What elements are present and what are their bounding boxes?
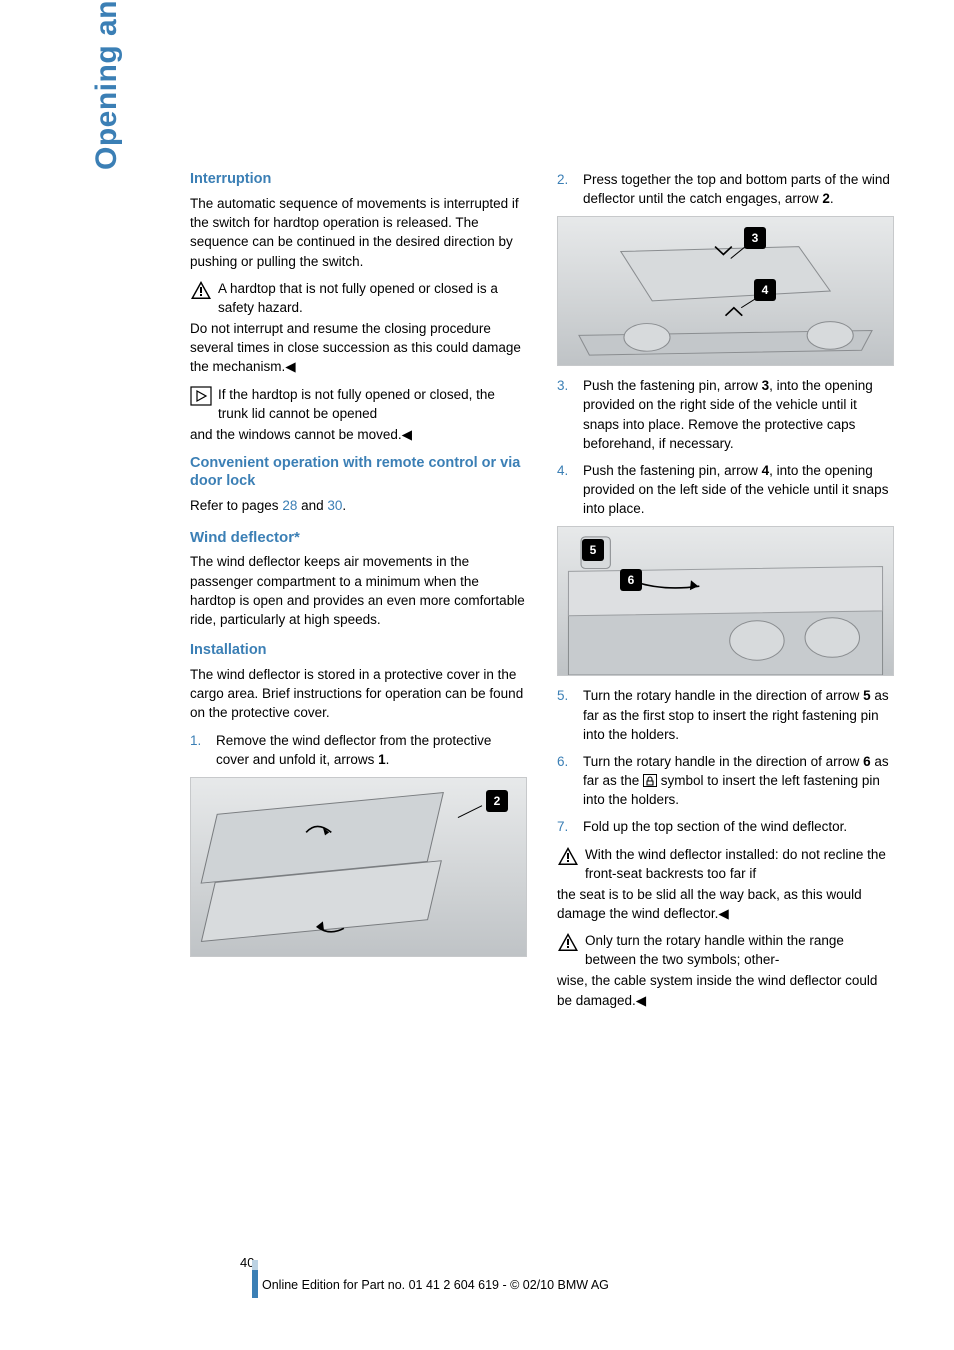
warning-1-cont: Do not interrupt and resume the closing … [190,319,527,376]
step-num: 6. [557,752,568,771]
installation-body: The wind deflector is stored in a protec… [190,665,527,722]
warning-note-2: With the wind deflector installed: do no… [557,845,894,883]
warning-note-3: Only turn the rotary handle within the r… [557,931,894,969]
figure-badge-6: 6 [620,569,642,591]
footer-accent-light [252,1260,258,1270]
step-4: 4. Push the fastening pin, arrow 4, into… [557,461,894,518]
warning-2-lead: With the wind deflector installed: do no… [585,845,894,883]
page-link-28[interactable]: 28 [282,498,297,513]
figure-badge-4: 4 [754,279,776,301]
step-num: 7. [557,817,568,836]
footer-accent [252,1270,258,1298]
step-num: 2. [557,170,568,189]
step-5: 5. Turn the rotary handle in the directi… [557,686,894,743]
tip-lead: If the hardtop is not fully opened or cl… [218,385,527,423]
step-1: 1. Remove the wind deflector from the pr… [190,731,527,769]
page-link-30[interactable]: 30 [327,498,342,513]
section-tab: Opening and closing [90,0,124,170]
step-num: 5. [557,686,568,705]
footer-text: Online Edition for Part no. 01 41 2 604 … [262,1278,609,1292]
step-num: 3. [557,376,568,395]
figure-badge-5: 5 [582,539,604,561]
wind-body: The wind deflector keeps air movements i… [190,552,527,629]
convenient-refer: Refer to pages 28 and 30. [190,496,527,515]
warning-icon [557,932,579,952]
step-2: 2. Press together the top and bottom par… [557,170,894,208]
warning-icon [190,280,212,300]
heading-interruption: Interruption [190,170,527,188]
figure-badge-3: 3 [744,227,766,249]
lock-icon [643,774,657,787]
step-7: 7. Fold up the top section of the wind d… [557,817,894,836]
warning-2-cont: the seat is to be slid all the way back,… [557,885,894,923]
step-3: 3. Push the fastening pin, arrow 3, into… [557,376,894,453]
figure-unfold: 2 [190,777,527,957]
step-num: 4. [557,461,568,480]
warning-3-lead: Only turn the rotary handle within the r… [585,931,894,969]
tip-note: If the hardtop is not fully opened or cl… [190,385,527,423]
figure-press: 3 4 [557,216,894,366]
heading-installation: Installation [190,641,527,659]
step-6: 6. Turn the rotary handle in the directi… [557,752,894,809]
warning-1-lead: A hardtop that is not fully opened or cl… [218,279,527,317]
figure-rotary: 5 6 [557,526,894,676]
heading-convenient: Convenient operation with remote control… [190,454,527,490]
warning-icon [557,846,579,866]
interruption-body: The automatic sequence of movements is i… [190,194,527,271]
warning-note-1: A hardtop that is not fully opened or cl… [190,279,527,317]
heading-wind-deflector: Wind deflector* [190,529,527,546]
warning-3-cont: wise, the cable system inside the wind d… [557,971,894,1009]
tip-icon [190,386,212,406]
step-num: 1. [190,731,201,750]
tip-cont: and the windows cannot be moved.◀ [190,425,527,444]
figure-badge-2: 2 [486,790,508,812]
